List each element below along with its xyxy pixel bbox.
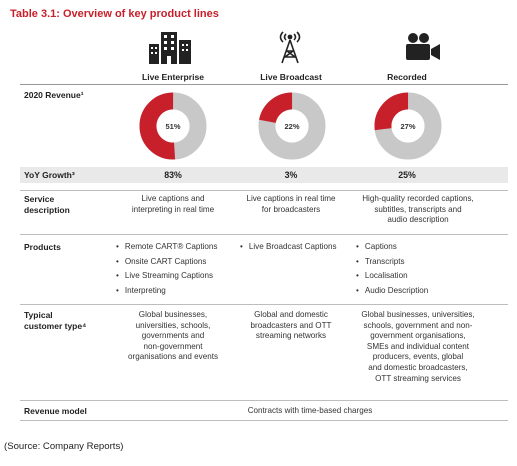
donut-hole-live-enterprise (156, 109, 190, 143)
list-item: Captions (356, 240, 428, 255)
revenue-row-label: 2020 Revenue¹ (24, 90, 84, 100)
service-row-label: Service description (24, 194, 70, 216)
divider (20, 190, 508, 191)
list-item: Live Broadcast Captions (240, 240, 337, 255)
products-list-live-broadcast: Live Broadcast Captions (240, 240, 337, 255)
column-header-live-broadcast: Live Broadcast (260, 72, 322, 82)
revenue-model-value: Contracts with time-based charges (247, 406, 373, 415)
divider (20, 234, 508, 235)
growth-value-live-enterprise: 83% (164, 170, 182, 180)
table-title: Table 3.1: Overview of key product lines (10, 8, 219, 20)
text-line: for broadcasters (261, 204, 321, 214)
growth-value-recorded: 25% (398, 170, 416, 180)
revenue-model-row-label: Revenue model (24, 406, 87, 416)
text-line: Global businesses, universities, (361, 310, 475, 319)
growth-value-live-broadcast: 3% (284, 170, 298, 180)
text-line: Global businesses, (138, 310, 208, 319)
column-header-recorded: Recorded (387, 72, 427, 82)
customers-recorded: Global businesses, universities, schools… (348, 310, 488, 384)
text-line: High-quality recorded captions, (362, 194, 474, 203)
customers-live-broadcast: Global and domestic broadcasters and OTT… (226, 310, 356, 342)
header-divider (20, 84, 508, 85)
growth-row-band (20, 167, 508, 183)
donut-hole-recorded (391, 109, 425, 143)
customer-row-label: Typical customer type⁴ (24, 310, 86, 332)
donut-segment-live-enterprise (139, 92, 207, 160)
products-list-live-enterprise: Remote CART® Captions Onsite CART Captio… (116, 240, 218, 299)
divider (20, 304, 508, 305)
text-line: streaming networks (255, 331, 327, 341)
divider (20, 400, 508, 401)
text-line: broadcasters and OTT (250, 320, 332, 330)
customer-label-line: customer type⁴ (24, 321, 87, 331)
text-line: producers, events, global (372, 352, 464, 362)
service-label-line: Service (24, 194, 55, 204)
list-item: Audio Description (356, 284, 428, 299)
list-item: Transcripts (356, 255, 428, 270)
broadcast-tower-icon (279, 31, 301, 64)
donut-label-live-enterprise: 51% (165, 122, 180, 131)
text-line: Live captions in real time (246, 194, 336, 203)
text-line: and domestic broadcasters, (368, 362, 468, 372)
revenue-donut-charts: 51% 22% 27% (139, 92, 442, 160)
donut-label-live-broadcast: 22% (284, 122, 299, 131)
growth-row-label: YoY Growth³ (24, 170, 75, 180)
products-list-recorded: Captions Transcripts Localisation Audio … (356, 240, 428, 298)
text-line: governments and (141, 331, 205, 341)
list-item: Live Streaming Captions (116, 269, 217, 284)
list-item: Onsite CART Captions (116, 255, 217, 270)
text-line: subtitles, transcripts and (374, 204, 462, 214)
office-building-icon (149, 32, 191, 64)
donut-hole-live-broadcast (275, 109, 309, 143)
text-line: schools, government and non- (363, 320, 473, 330)
products-row-label: Products (24, 242, 61, 252)
text-line: government organisations, (370, 331, 466, 341)
text-line: audio description (387, 215, 449, 225)
customer-label-line: Typical (24, 310, 53, 320)
source-note: (Source: Company Reports) (4, 441, 124, 452)
donut-label-recorded: 27% (400, 122, 415, 131)
video-camera-icon (406, 33, 440, 60)
text-line: OTT streaming services (375, 373, 461, 383)
service-desc-live-broadcast: Live captions in real time for broadcast… (226, 194, 356, 215)
list-item: Interpreting (116, 284, 217, 299)
service-desc-live-enterprise: Live captions and interpreting in real t… (108, 194, 238, 215)
text-line: Live captions and (141, 194, 205, 203)
text-line: interpreting in real time (131, 204, 215, 214)
text-line: non-government (143, 341, 203, 351)
text-line: universities, schools, (135, 320, 211, 330)
list-item: Remote CART® Captions (116, 240, 218, 255)
customers-live-enterprise: Global businesses, universities, schools… (108, 310, 238, 363)
text-line: SMEs and individual content (366, 341, 470, 351)
column-header-live-enterprise: Live Enterprise (141, 72, 205, 82)
divider (20, 420, 508, 421)
service-desc-recorded: High-quality recorded captions, subtitle… (348, 194, 488, 226)
list-item: Localisation (356, 269, 428, 284)
text-line: Global and domestic (254, 310, 328, 319)
text-line: organisations and events (128, 352, 218, 362)
service-label-line: description (24, 205, 70, 215)
